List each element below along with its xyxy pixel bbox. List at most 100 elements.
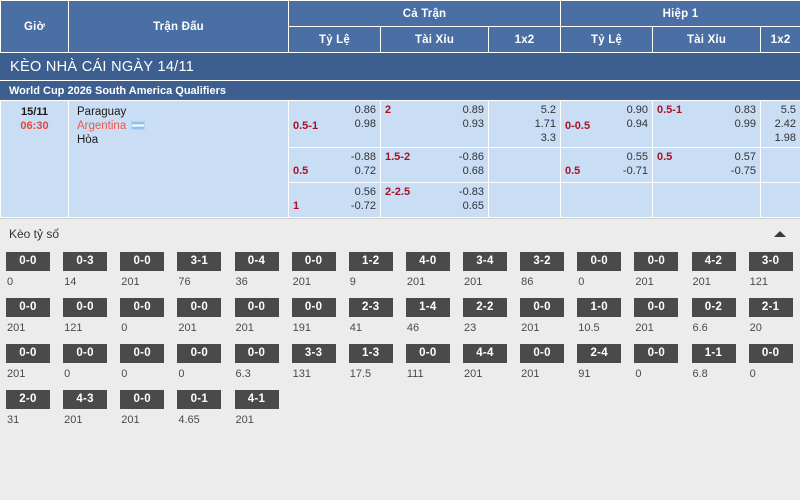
full-ou-line[interactable]: 1.5-2 — [385, 151, 411, 163]
half-handicap-bottom[interactable]: 0.94 — [626, 118, 648, 130]
score-chip[interactable]: 0-0 — [6, 344, 50, 363]
full-ou-over[interactable]: -0.83 — [458, 186, 484, 198]
half-ou-over[interactable]: 0.83 — [734, 104, 756, 116]
score-chip[interactable]: 2-1 — [748, 298, 793, 317]
odds-row[interactable]: 1 0.56 -0.72 2-2.5 -0.83 0.65 — [1, 182, 800, 218]
half-handicap-top[interactable]: 0.55 — [626, 151, 648, 163]
score-odds-value[interactable]: 201 — [406, 276, 426, 288]
score-odds-value[interactable]: 0 — [121, 322, 128, 334]
score-chip[interactable]: 0-0 — [120, 252, 165, 271]
score-odds-value[interactable]: 31 — [7, 414, 20, 426]
full-1x2-cell[interactable]: 5.2 1.71 3.3 — [488, 100, 561, 148]
half-handicap-line[interactable]: 0-0.5 — [565, 120, 591, 132]
score-chip[interactable]: 0-0 — [120, 390, 165, 409]
score-cell[interactable]: 0-3 14 — [60, 248, 117, 294]
score-odds-value[interactable]: 121 — [749, 276, 768, 288]
full-handicap-line[interactable]: 0.5 — [293, 165, 309, 177]
score-cell[interactable]: 1-2 9 — [346, 248, 403, 294]
score-odds-value[interactable]: 20 — [749, 322, 762, 334]
score-chip[interactable]: 0-0 — [63, 298, 108, 317]
score-chip[interactable]: 1-3 — [348, 344, 393, 363]
odds-row[interactable]: 15/11 06:30 Paraguay Argentina Hòa 0.5-1… — [0, 100, 800, 218]
score-chip[interactable]: 3-0 — [748, 252, 793, 271]
score-odds-value[interactable]: 41 — [349, 322, 362, 334]
full-handicap-line[interactable]: 0.5-1 — [293, 120, 319, 132]
full-handicap-cell[interactable]: 1 0.56 -0.72 — [288, 182, 381, 218]
full-ou-under[interactable]: 0.68 — [462, 165, 484, 177]
score-cell[interactable]: 2-4 91 — [574, 340, 631, 386]
full-handicap-bottom[interactable]: -0.72 — [350, 200, 376, 212]
full-handicap-top[interactable]: 0.56 — [354, 186, 376, 198]
half-handicap-cell[interactable]: 0-0.5 0.90 0.94 — [560, 100, 653, 148]
full-ou-under[interactable]: 0.65 — [462, 200, 484, 212]
score-cell[interactable]: 0-0 0 — [117, 294, 174, 340]
full-1x2-draw[interactable]: 3.3 — [540, 132, 556, 144]
score-odds-value[interactable]: 111 — [406, 368, 424, 380]
score-cell[interactable]: 0-0 0 — [117, 340, 174, 386]
score-chip[interactable]: 0-0 — [120, 298, 165, 317]
score-chip[interactable]: 0-0 — [6, 252, 50, 271]
score-cell[interactable]: 0-0 0 — [60, 340, 117, 386]
score-cell[interactable]: 2-1 20 — [746, 294, 800, 340]
score-chip[interactable]: 0-0 — [634, 298, 679, 317]
score-chip[interactable]: 0-1 — [177, 390, 222, 409]
score-cell[interactable]: 0-0 191 — [289, 294, 346, 340]
full-ou-cell[interactable]: 2-2.5 -0.83 0.65 — [380, 182, 489, 218]
score-odds-value[interactable]: 201 — [692, 276, 711, 288]
score-odds-value[interactable]: 121 — [64, 322, 83, 334]
score-chip[interactable]: 2-3 — [348, 298, 393, 317]
score-chip[interactable]: 1-1 — [691, 344, 736, 363]
score-cell[interactable]: 4-3 201 — [60, 386, 117, 432]
score-chip[interactable]: 0-0 — [577, 252, 622, 271]
score-cell[interactable]: 0-0 201 — [517, 340, 574, 386]
score-chip[interactable]: 0-0 — [634, 344, 679, 363]
score-odds-value[interactable]: 201 — [235, 414, 254, 426]
score-cell[interactable]: 0-0 201 — [174, 294, 231, 340]
score-odds-value[interactable]: 91 — [578, 368, 591, 380]
half-1x2-draw[interactable]: 1.98 — [774, 132, 796, 144]
score-odds-value[interactable]: 201 — [64, 414, 83, 426]
score-chip[interactable]: 2-0 — [6, 390, 50, 409]
score-odds-value[interactable]: 0 — [64, 368, 71, 380]
score-chip[interactable]: 1-2 — [348, 252, 393, 271]
score-cell[interactable]: 0-0 201 — [117, 386, 174, 432]
full-ou-cell[interactable]: 1.5-2 -0.86 0.68 — [380, 147, 489, 183]
score-cell[interactable]: 3-1 76 — [174, 248, 231, 294]
score-chip[interactable]: 0-0 — [520, 298, 565, 317]
score-cell[interactable]: 1-3 17.5 — [346, 340, 403, 386]
score-odds-value[interactable]: 201 — [121, 276, 140, 288]
correct-score-header[interactable]: Kèo tỷ số — [0, 218, 800, 248]
half-handicap-bottom[interactable]: -0.71 — [622, 165, 648, 177]
score-cell[interactable]: 3-0 121 — [746, 248, 800, 294]
score-odds-value[interactable]: 201 — [464, 276, 483, 288]
score-chip[interactable]: 0-0 — [748, 344, 793, 363]
score-cell[interactable]: 0-0 121 — [60, 294, 117, 340]
score-chip[interactable]: 0-0 — [405, 344, 450, 363]
score-odds-value[interactable]: 0 — [178, 368, 185, 380]
score-cell[interactable]: 4-4 201 — [460, 340, 517, 386]
score-odds-value[interactable]: 0 — [121, 368, 128, 380]
half-1x2-away[interactable]: 2.42 — [774, 118, 796, 130]
score-cell[interactable]: 0-0 201 — [3, 340, 60, 386]
full-1x2-away[interactable]: 1.71 — [534, 118, 556, 130]
score-cell[interactable]: 3-2 86 — [517, 248, 574, 294]
score-chip[interactable]: 3-3 — [291, 344, 336, 363]
score-chip[interactable]: 4-1 — [234, 390, 279, 409]
score-chip[interactable]: 1-0 — [577, 298, 622, 317]
score-cell[interactable]: 4-1 201 — [232, 386, 289, 432]
score-chip[interactable]: 4-2 — [691, 252, 736, 271]
score-cell[interactable]: 4-0 201 — [403, 248, 460, 294]
score-odds-value[interactable]: 46 — [406, 322, 420, 334]
score-chip[interactable]: 1-4 — [405, 298, 450, 317]
half-handicap-cell[interactable]: 0.5 0.55 -0.71 — [560, 147, 653, 183]
score-odds-value[interactable]: 6.6 — [692, 322, 708, 334]
full-handicap-top[interactable]: -0.88 — [350, 151, 376, 163]
score-odds-value[interactable]: 201 — [464, 368, 483, 380]
score-chip[interactable]: 3-4 — [463, 252, 507, 271]
score-cell[interactable]: 2-0 31 — [3, 386, 60, 432]
score-cell[interactable]: 2-2 23 — [460, 294, 517, 340]
score-odds-value[interactable]: 191 — [292, 322, 311, 334]
score-cell[interactable]: 3-3 131 — [289, 340, 346, 386]
half-ou-cell[interactable]: 0.5 0.57 -0.75 — [652, 147, 761, 183]
full-ou-cell[interactable]: 2 0.89 0.93 — [380, 100, 489, 148]
